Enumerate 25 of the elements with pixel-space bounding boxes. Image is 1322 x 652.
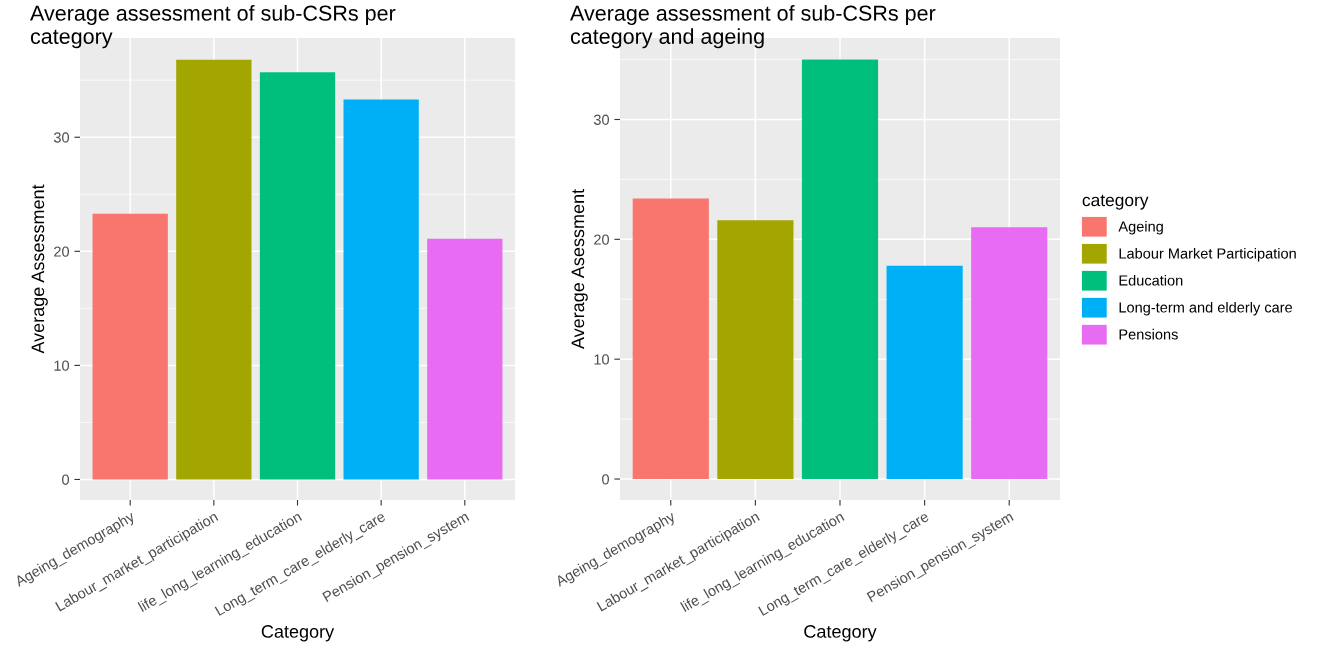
bar [427,238,503,480]
bar [92,213,168,480]
y-axis-title: Average Assessment [31,184,48,354]
x-axis-title: Category [261,625,335,642]
y-tick-label: 0 [602,474,610,485]
legend-label: Education [1119,274,1183,286]
y-tick-label: 30 [53,132,70,143]
y-tick-label: 20 [594,234,610,245]
y-axis-title: Average Asessment [571,189,588,350]
legend-label: Ageing [1118,220,1163,235]
y-tick-label: 20 [54,246,70,257]
legend-title: category [1082,194,1149,210]
legend-label: Pensions [1119,328,1178,340]
legend-label: Labour Market Participation [1119,247,1296,262]
legend-label: Long-term and elderly care [1119,301,1293,316]
y-tick-label: 10 [594,354,610,365]
chart-title: Average assessment of sub-CSRs per category and ageing [570,5,936,49]
bar [343,99,419,480]
bar [176,59,252,480]
bar [259,72,336,480]
y-tick-label: 10 [54,360,70,371]
x-axis-title: Category [804,625,877,642]
chart-title: Average assessment of sub-CSRs per category [30,5,396,49]
y-tick-label: 0 [62,474,70,485]
y-tick-label: 30 [593,114,610,125]
